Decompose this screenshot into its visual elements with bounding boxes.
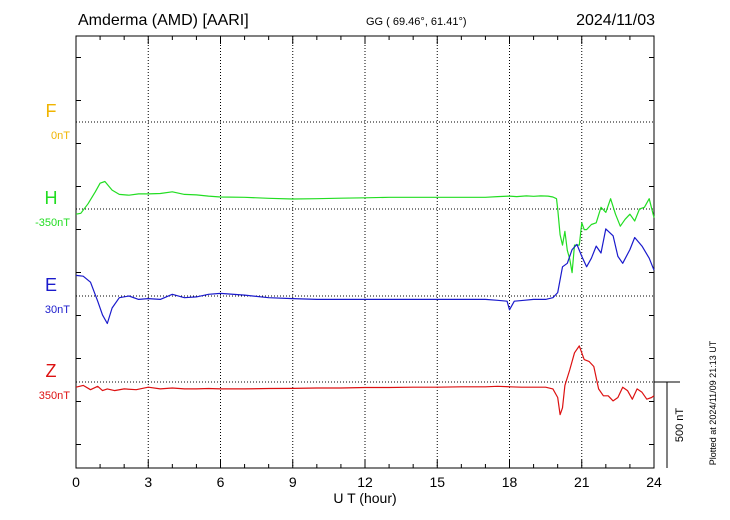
scale-bar-label: 500 nT <box>674 408 686 443</box>
x-ticks: 0 3 6 9 12 15 18 21 24 <box>72 36 662 490</box>
series-line-H <box>75 180 655 274</box>
series-baseline-E: 30nT <box>45 304 70 316</box>
series-line-E <box>75 228 655 325</box>
plotted-at-note: Plotted at 2024/11/09 21:13 UT <box>708 340 718 465</box>
date-label: 2024/11/03 <box>576 12 655 29</box>
series-lines <box>75 180 655 416</box>
series-baseline-H: -350nT <box>35 217 70 229</box>
series-name-H: H <box>45 188 58 208</box>
x-tick-label: 24 <box>646 474 662 490</box>
x-tick-label: 0 <box>72 474 80 490</box>
x-tick-label: 9 <box>289 474 297 490</box>
scale-bar <box>654 381 680 468</box>
coords-label: GG ( 69.46°, 61.41°) <box>366 16 467 28</box>
x-tick-label: 15 <box>429 474 445 490</box>
series-line-Z <box>75 345 655 416</box>
series-baseline-F: 0nT <box>51 130 70 142</box>
x-tick-label: 3 <box>144 474 152 490</box>
series-name-E: E <box>45 275 57 295</box>
x-tick-label: 18 <box>502 474 518 490</box>
station-title: Amderma (AMD) [AARI] <box>78 12 249 29</box>
x-tick-label: 21 <box>574 474 590 490</box>
y-ticks <box>76 57 654 445</box>
x-tick-label: 12 <box>357 474 373 490</box>
series-name-Z: Z <box>46 361 57 381</box>
series-baseline-Z: 350nT <box>39 390 70 402</box>
series-name-F: F <box>46 101 57 121</box>
grid-lines <box>76 36 654 468</box>
x-tick-label: 6 <box>217 474 225 490</box>
series-labels: F 0nT H -350nT E 30nT Z 350nT <box>35 101 70 402</box>
x-axis-label: U T (hour) <box>333 490 396 506</box>
